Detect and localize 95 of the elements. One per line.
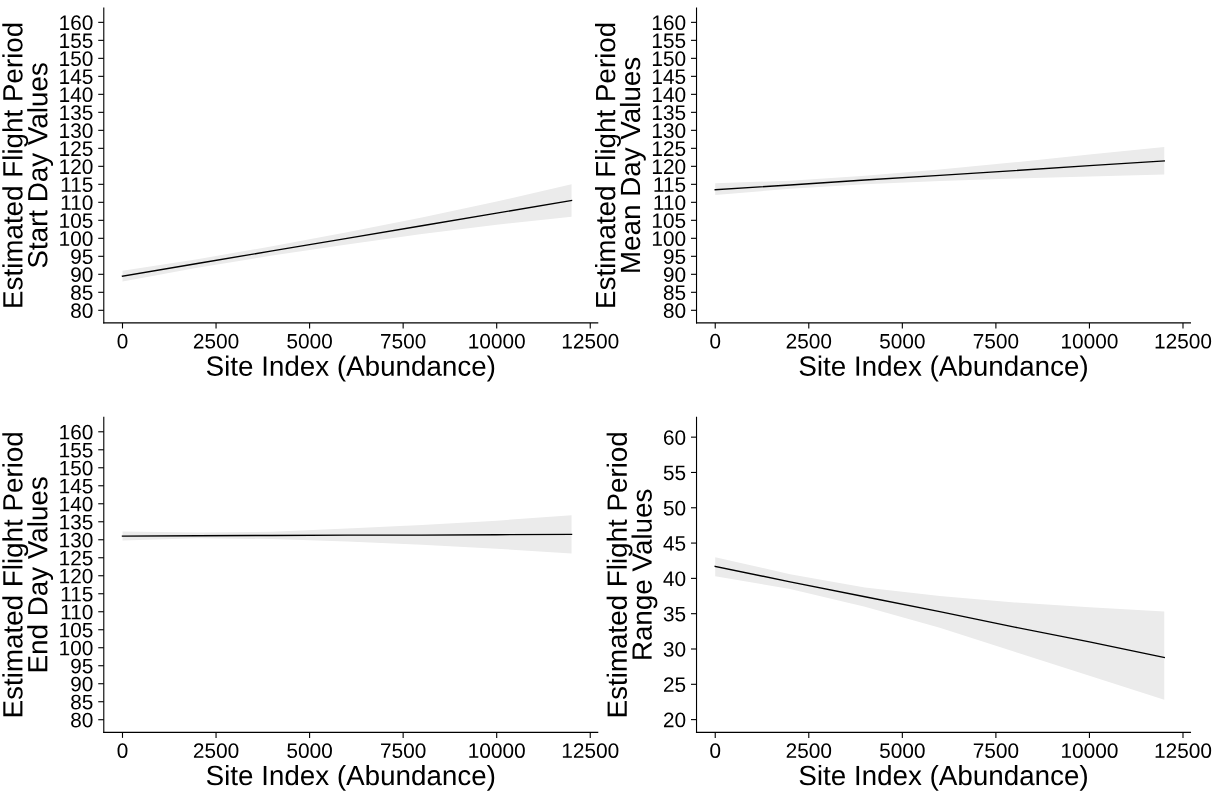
- y-tick-label: 125: [60, 141, 93, 157]
- y-tick-label: 105: [60, 622, 93, 638]
- x-axis-title: Site Index (Abundance): [799, 355, 1087, 382]
- y-tick-label: 35: [663, 606, 686, 622]
- y-tick-label: 160: [652, 15, 686, 31]
- y-tick-label: 155: [652, 33, 686, 49]
- y-tick-label: 135: [652, 105, 686, 121]
- y-tick-label: 120: [652, 159, 686, 175]
- x-tick-label: 10000: [469, 743, 525, 759]
- y-tick-label: 130: [652, 123, 686, 139]
- y-tick-label: 110: [61, 195, 93, 211]
- y-tick-label: 125: [652, 141, 686, 157]
- x-tick-label: 2500: [193, 743, 239, 759]
- x-tick-label: 10000: [1062, 743, 1118, 759]
- y-tick-label: 150: [60, 460, 93, 476]
- x-tick-label: 7500: [973, 333, 1019, 349]
- y-tick-label: 120: [60, 568, 93, 584]
- y-tick-label: 115: [654, 177, 686, 193]
- y-tick-label: 125: [60, 550, 93, 566]
- y-tick-label: 95: [71, 249, 93, 265]
- line-series: [714, 160, 1165, 191]
- y-tick-label: 145: [60, 69, 93, 85]
- x-tick-label: 7500: [381, 743, 426, 759]
- x-tick-label: 10000: [469, 333, 525, 349]
- x-tick-label: 7500: [381, 333, 426, 349]
- y-tick-label: 20: [663, 712, 686, 728]
- x-tick-label: 12500: [562, 743, 619, 759]
- x-tick-label: 0: [117, 743, 128, 759]
- y-tick-label: 160: [60, 15, 93, 31]
- x-tick-label: 5000: [287, 743, 332, 759]
- y-tick-label: 55: [663, 465, 686, 481]
- y-tick-label: 105: [652, 213, 686, 229]
- y-tick-label: 80: [663, 303, 686, 319]
- y-tick-label: 140: [652, 87, 686, 103]
- y-tick-label: 145: [60, 478, 93, 494]
- y-tick-label: 30: [663, 642, 686, 657]
- x-tick-label: 12500: [1155, 333, 1212, 349]
- y-tick-label: 45: [663, 536, 686, 551]
- y-tick-label: 105: [60, 213, 93, 229]
- y-tick-label: 145: [652, 69, 686, 85]
- y-tick-label: 85: [71, 694, 93, 710]
- x-tick-label: 5000: [287, 333, 332, 349]
- y-tick-label: 90: [71, 676, 93, 692]
- y-tick-label: 160: [60, 424, 93, 440]
- x-tick-label: 0: [710, 743, 721, 759]
- y-tick-label: 60: [664, 430, 686, 445]
- y-tick-label: 85: [71, 285, 93, 301]
- x-axis-title: Site Index (Abundance): [206, 355, 495, 382]
- x-tick-label: 2500: [786, 333, 832, 349]
- y-tick-label: 140: [60, 496, 93, 512]
- x-tick-label: 2500: [786, 743, 832, 759]
- y-axis-title: Estimated Flight Period End Day Values: [2, 433, 54, 717]
- y-tick-label: 110: [61, 604, 93, 620]
- y-tick-label: 95: [663, 249, 686, 265]
- x-tick-label: 12500: [1155, 743, 1212, 759]
- y-tick-label: 140: [60, 87, 93, 103]
- x-tick-label: 5000: [880, 743, 925, 759]
- y-tick-label: 115: [61, 177, 93, 193]
- y-tick-label: 150: [652, 51, 686, 67]
- y-tick-label: 80: [71, 303, 93, 319]
- y-tick-label: 110: [654, 195, 686, 211]
- x-tick-label: 0: [117, 333, 128, 349]
- y-tick-label: 135: [60, 514, 93, 530]
- y-tick-label: 130: [60, 532, 93, 548]
- y-tick-label: 100: [60, 640, 93, 656]
- y-tick-label: 115: [61, 586, 93, 602]
- x-tick-label: 5000: [880, 333, 925, 349]
- y-axis-title: Estimated Flight Period Range Values: [606, 433, 658, 717]
- y-tick-label: 150: [60, 51, 93, 67]
- x-tick-label: 12500: [562, 333, 619, 349]
- x-tick-label: 7500: [973, 743, 1019, 759]
- line-series: [121, 199, 573, 277]
- y-axis-title: Estimated Flight Period Start Day Values: [2, 23, 54, 307]
- y-tick-label: 80: [71, 712, 93, 728]
- y-tick-label: 85: [663, 285, 686, 301]
- y-tick-label: 95: [71, 658, 93, 674]
- x-axis-title: Site Index (Abundance): [206, 764, 495, 791]
- x-tick-label: 0: [710, 333, 721, 349]
- x-tick-label: 10000: [1062, 333, 1118, 349]
- y-tick-label: 40: [663, 571, 686, 587]
- y-tick-label: 90: [663, 267, 686, 283]
- y-tick-label: 135: [60, 105, 93, 121]
- x-tick-label: 2500: [193, 333, 239, 349]
- y-tick-label: 155: [60, 442, 93, 458]
- y-tick-label: 90: [71, 267, 93, 283]
- y-tick-label: 120: [60, 159, 93, 175]
- line-series: [714, 565, 1165, 659]
- y-tick-label: 130: [60, 123, 93, 139]
- y-tick-label: 100: [652, 231, 686, 247]
- y-tick-label: 25: [663, 677, 686, 693]
- y-tick-label: 155: [60, 33, 93, 49]
- y-tick-label: 50: [663, 500, 686, 516]
- y-tick-label: 100: [60, 231, 93, 247]
- x-axis-title: Site Index (Abundance): [799, 764, 1087, 791]
- y-axis-title: Estimated Flight Period Mean Day Values: [595, 23, 646, 307]
